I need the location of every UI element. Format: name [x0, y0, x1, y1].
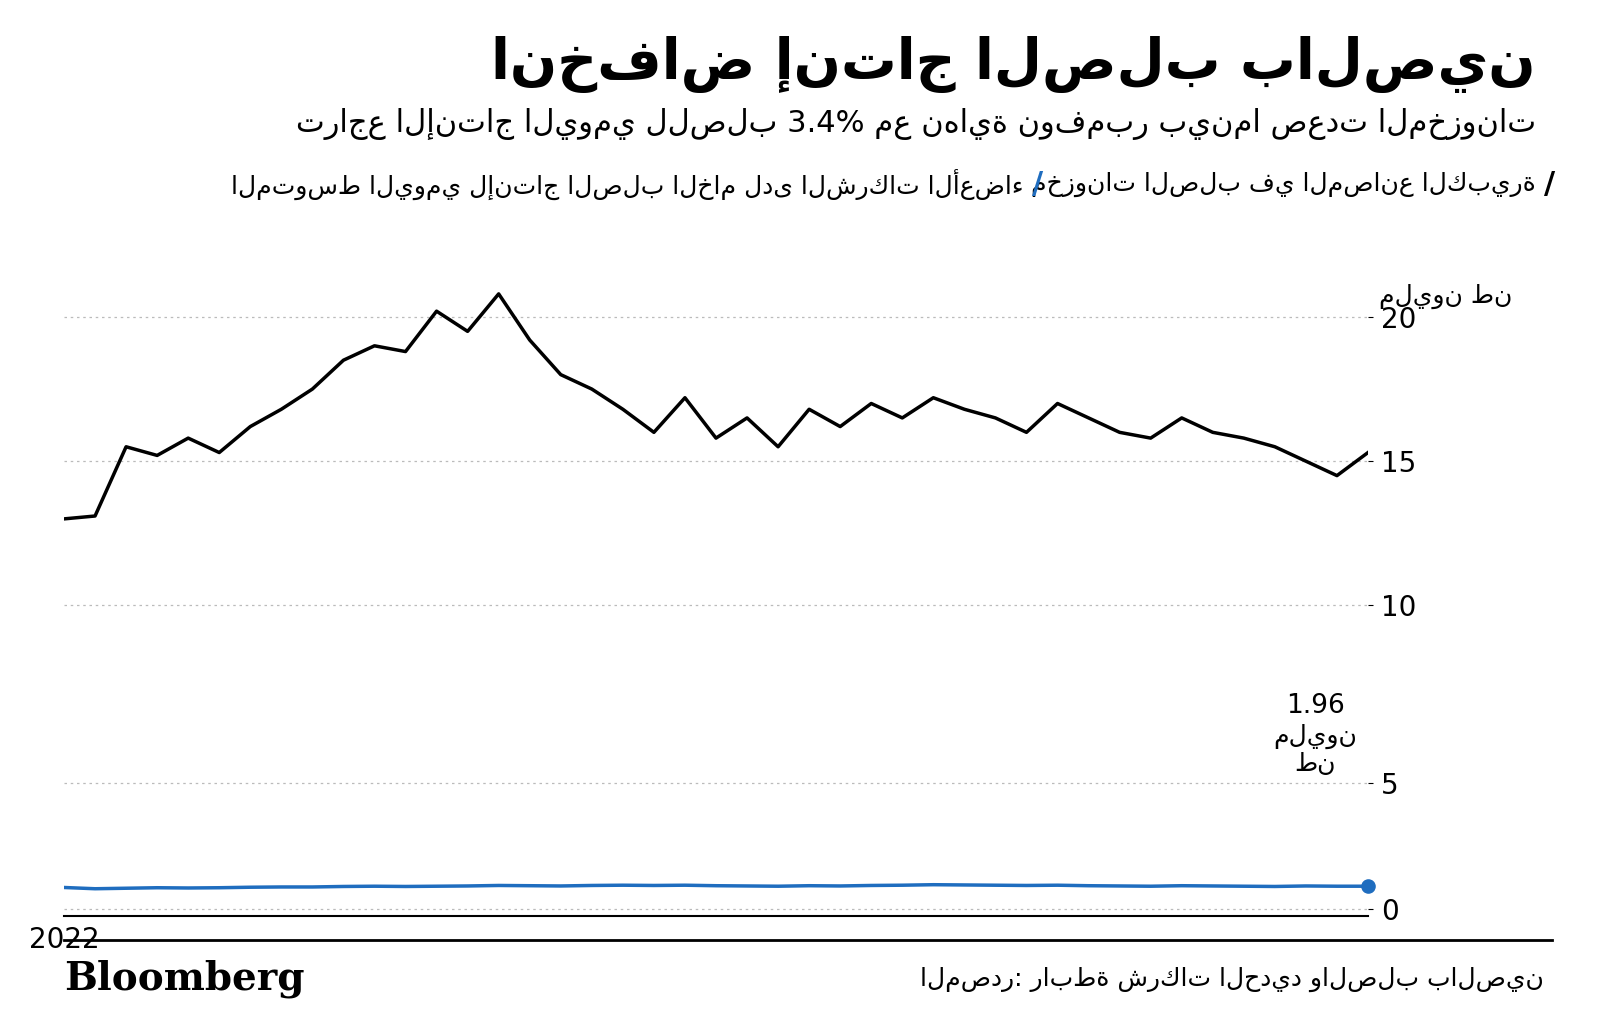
Text: المتوسط اليومي لإنتاج الصلب الخام لدى الشركات الأعضاء: المتوسط اليومي لإنتاج الصلب الخام لدى ال… [232, 169, 1024, 200]
Text: 1.96: 1.96 [1286, 692, 1344, 719]
Text: مليون طن: مليون طن [1379, 284, 1512, 308]
Text: المصدر: رابطة شركات الحديد والصلب بالصين: المصدر: رابطة شركات الحديد والصلب بالصين [920, 967, 1544, 991]
Text: مليون: مليون [1274, 724, 1357, 749]
Point [1355, 878, 1381, 894]
Text: انخفاض إنتاج الصلب بالصين: انخفاض إنتاج الصلب بالصين [491, 36, 1536, 93]
Text: مخزونات الصلب في المصانع الكبيرة: مخزونات الصلب في المصانع الكبيرة [1032, 172, 1536, 197]
Text: تراجع الإنتاج اليومي للصلب 3.4% مع نهاية نوفمبر بينما صعدت المخزونات: تراجع الإنتاج اليومي للصلب 3.4% مع نهاية… [296, 108, 1536, 139]
Text: /: / [1544, 170, 1555, 199]
Text: طن: طن [1294, 752, 1336, 776]
Text: Bloomberg: Bloomberg [64, 959, 304, 998]
Text: /: / [1032, 170, 1043, 199]
